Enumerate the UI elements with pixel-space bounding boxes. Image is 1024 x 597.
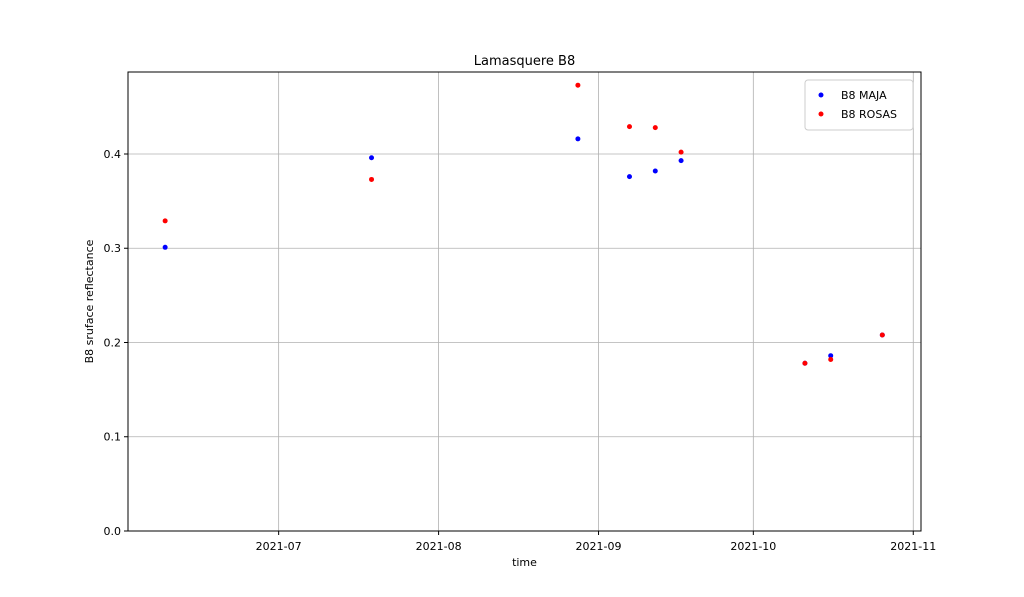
x-tick-label: 2021-10	[730, 540, 776, 553]
x-tick-label: 2021-09	[576, 540, 622, 553]
legend-label: B8 ROSAS	[841, 108, 897, 121]
point	[575, 136, 581, 142]
plot-frame	[127, 71, 922, 532]
x-axis-label: time	[512, 556, 537, 569]
point	[369, 155, 375, 161]
point	[626, 124, 632, 130]
point	[369, 176, 375, 182]
point	[678, 158, 684, 164]
point	[652, 125, 658, 131]
y-tick-label: 0.2	[104, 336, 122, 349]
point	[828, 356, 834, 362]
y-tick-label: 0.4	[104, 148, 122, 161]
y-tick-label: 0.1	[104, 431, 122, 444]
x-tick-label: 2021-11	[890, 540, 936, 553]
y-axis-label: B8 sruface reflectance	[83, 239, 96, 363]
legend-box	[804, 79, 914, 131]
point	[678, 149, 684, 155]
point	[575, 82, 581, 88]
y-tick-label: 0.3	[104, 242, 122, 255]
x-tick-label: 2021-07	[256, 540, 302, 553]
x-tick-label: 2021-08	[416, 540, 462, 553]
point	[626, 174, 632, 180]
point	[828, 353, 834, 359]
point	[652, 168, 658, 174]
legend-marker	[818, 111, 824, 117]
legend-label: B8 MAJA	[841, 89, 887, 102]
point	[162, 244, 168, 250]
point	[879, 332, 885, 338]
legend-marker	[818, 92, 824, 98]
chart-title: Lamasquere B8	[474, 54, 575, 69]
point	[162, 218, 168, 224]
point	[802, 360, 808, 366]
y-tick-label: 0.0	[104, 525, 122, 538]
